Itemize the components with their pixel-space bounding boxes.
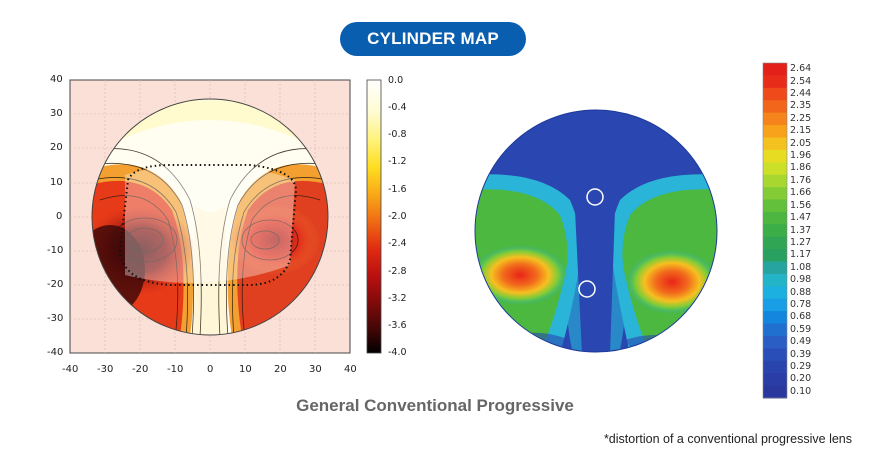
colorbar-swatch bbox=[763, 211, 787, 225]
x-tick: 40 bbox=[344, 364, 357, 375]
x-tick: -40 bbox=[62, 364, 79, 375]
colorbar-label: 1.86 bbox=[790, 162, 812, 174]
colorbar-swatch bbox=[763, 137, 787, 151]
x-tick: -20 bbox=[132, 364, 149, 375]
colorbar-swatch bbox=[763, 373, 787, 387]
colorbar-swatch bbox=[763, 273, 787, 287]
colorbar-label: 2.64 bbox=[790, 63, 812, 75]
x-tick: 10 bbox=[239, 364, 252, 375]
colorbar-label: 1.27 bbox=[790, 236, 812, 248]
colorbar-label: -1.2 bbox=[388, 156, 407, 167]
colorbar-label: -2.0 bbox=[388, 211, 407, 222]
colorbar-label: 0.39 bbox=[790, 348, 812, 360]
colorbar-label: 2.35 bbox=[790, 100, 812, 112]
left-contour-plot bbox=[69, 79, 382, 354]
colorbar-label: 1.47 bbox=[790, 212, 812, 224]
left-colorbar bbox=[366, 79, 382, 354]
colorbar-swatch bbox=[763, 224, 787, 238]
colorbar-label: 2.44 bbox=[790, 88, 812, 100]
colorbar-swatch bbox=[763, 236, 787, 250]
y-tick: 30 bbox=[50, 108, 63, 119]
colorbar-label: 0.98 bbox=[790, 274, 812, 286]
colorbar-label: -1.6 bbox=[388, 184, 407, 195]
colorbar-swatch bbox=[763, 174, 787, 188]
colorbar-label: 2.54 bbox=[790, 75, 812, 87]
y-tick: 10 bbox=[50, 177, 63, 188]
colorbar-swatch bbox=[763, 125, 787, 138]
colorbar-label: 1.56 bbox=[790, 199, 812, 211]
y-tick: 0 bbox=[56, 211, 63, 222]
colorbar-swatch bbox=[763, 162, 787, 176]
distance-reference-circle bbox=[586, 188, 604, 206]
x-tick: 0 bbox=[207, 364, 214, 375]
colorbar-label: 1.17 bbox=[790, 249, 812, 261]
colorbar-swatch bbox=[763, 261, 787, 275]
colorbar-label: -2.4 bbox=[388, 238, 407, 249]
colorbar-swatch bbox=[763, 149, 787, 163]
colorbar-swatch bbox=[763, 87, 787, 101]
colorbar-label: 1.76 bbox=[790, 174, 812, 186]
footnote: *distortion of a conventional progressiv… bbox=[603, 432, 852, 446]
colorbar-label: 0.0 bbox=[388, 75, 404, 86]
colorbar-label: 2.15 bbox=[790, 125, 812, 137]
caption: General Conventional Progressive bbox=[296, 396, 574, 415]
colorbar-label: -3.2 bbox=[388, 293, 407, 304]
colorbar-label: 0.88 bbox=[790, 286, 812, 298]
colorbar-swatch bbox=[763, 75, 787, 89]
colorbar-label: 0.59 bbox=[790, 323, 812, 335]
y-tick: -30 bbox=[47, 313, 64, 324]
colorbar-label: -3.6 bbox=[388, 320, 407, 331]
colorbar-label: -0.4 bbox=[388, 102, 407, 113]
right-colorbar bbox=[762, 62, 788, 399]
cylinder-map-badge: CYLINDER MAP bbox=[340, 22, 526, 56]
colorbar-swatch bbox=[763, 112, 787, 126]
colorbar-label: 0.49 bbox=[790, 336, 812, 348]
colorbar-label: 1.96 bbox=[790, 150, 812, 162]
colorbar-label: 0.29 bbox=[790, 360, 812, 372]
near-reference-circle bbox=[578, 280, 596, 298]
right-heatmap-plot bbox=[474, 109, 718, 353]
colorbar-label: -2.8 bbox=[388, 266, 407, 277]
x-tick: 20 bbox=[274, 364, 287, 375]
y-tick: -40 bbox=[47, 347, 64, 358]
y-tick: -20 bbox=[47, 279, 64, 290]
colorbar-swatch bbox=[763, 298, 787, 312]
colorbar-swatch bbox=[763, 286, 787, 300]
x-tick: -10 bbox=[167, 364, 184, 375]
colorbar-swatch bbox=[763, 100, 787, 114]
colorbar-label: 0.78 bbox=[790, 298, 812, 310]
colorbar-swatch bbox=[763, 187, 787, 200]
colorbar-label: 0.20 bbox=[790, 373, 812, 385]
colorbar-label: 2.25 bbox=[790, 112, 812, 124]
colorbar-swatch bbox=[763, 311, 787, 325]
colorbar-label: 0.68 bbox=[790, 311, 812, 323]
colorbar-label: 2.05 bbox=[790, 137, 812, 149]
colorbar-label: 1.66 bbox=[790, 187, 812, 199]
colorbar-swatch bbox=[763, 335, 787, 349]
colorbar-swatch bbox=[763, 323, 787, 337]
colorbar-label: -0.8 bbox=[388, 129, 407, 140]
y-tick: -10 bbox=[47, 245, 64, 256]
colorbar-swatch bbox=[763, 360, 787, 374]
y-tick: 20 bbox=[50, 142, 63, 153]
colorbar-border bbox=[762, 62, 788, 399]
colorbar-swatch bbox=[763, 385, 787, 399]
colorbar-label: 1.37 bbox=[790, 224, 812, 236]
x-tick: -30 bbox=[97, 364, 114, 375]
colorbar-swatch bbox=[763, 63, 787, 76]
colorbar-swatch bbox=[763, 348, 787, 362]
colorbar-label: 1.08 bbox=[790, 261, 812, 273]
colorbar-swatch bbox=[763, 249, 787, 263]
viewing-zone-outline bbox=[118, 164, 298, 286]
x-tick: 30 bbox=[309, 364, 322, 375]
y-tick: 40 bbox=[50, 74, 63, 85]
colorbar-swatch bbox=[763, 199, 787, 213]
colorbar-label: -4.0 bbox=[388, 347, 407, 358]
colorbar-label: 0.10 bbox=[790, 385, 812, 397]
